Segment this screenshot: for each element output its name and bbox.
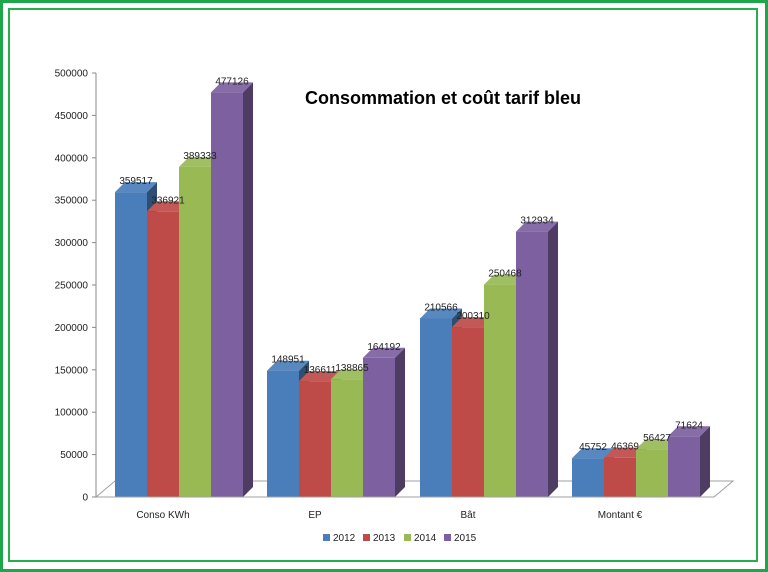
- bar-front: [516, 231, 548, 498]
- bar-side: [700, 426, 710, 497]
- bar-top: [484, 274, 526, 285]
- bar-top: [452, 317, 494, 328]
- bar-2015-1: [363, 347, 405, 497]
- data-label: 312934: [520, 216, 554, 227]
- bar-front: [267, 370, 299, 497]
- y-tick-label: 250000: [55, 281, 89, 292]
- data-label: 336921: [151, 195, 185, 206]
- bar-front: [668, 436, 700, 497]
- x-category-label: EP: [308, 510, 322, 521]
- y-tick-label: 350000: [55, 196, 89, 207]
- chart-frame-inner: [8, 8, 758, 562]
- bar-side: [395, 347, 405, 497]
- legend-label: 2015: [454, 533, 477, 544]
- bar-top: [668, 426, 710, 437]
- y-axis: 0 50000 100000 150000 200000 250000 300000 3500…: [55, 69, 97, 504]
- data-labels-group: 359517 336921 389333 477126 1489511366111388…: [119, 76, 703, 453]
- bars-group: [115, 82, 710, 498]
- y-tick-label: 150000: [55, 365, 89, 376]
- legend-swatch: [444, 534, 451, 541]
- bar-top: [211, 82, 253, 93]
- bar-side: [548, 221, 558, 498]
- legend-label: 2012: [333, 533, 356, 544]
- legend-item: 2013: [363, 533, 396, 544]
- bar-side: [243, 82, 253, 497]
- bar-front: [604, 457, 636, 497]
- data-label: 389333: [183, 151, 217, 162]
- bar-top: [363, 347, 405, 358]
- bar-front: [147, 211, 179, 497]
- bar-2015-2: [516, 221, 558, 498]
- y-tick-label: 400000: [55, 153, 89, 164]
- data-label: 56427: [643, 433, 671, 444]
- y-tick-label: 0: [82, 493, 88, 504]
- legend-swatch: [363, 534, 370, 541]
- legend-item: 2014: [404, 533, 437, 544]
- data-label: 45752: [579, 442, 607, 453]
- bar-front: [452, 327, 484, 497]
- y-tick-label: 500000: [55, 69, 89, 80]
- data-label: 477126: [215, 76, 249, 87]
- bar-top: [147, 201, 189, 212]
- bar-front: [179, 166, 211, 497]
- x-category-label: Bât: [460, 510, 475, 521]
- legend-swatch: [404, 534, 411, 541]
- x-axis: Conso KWh EP Bât Montant €: [96, 496, 714, 521]
- data-label: 46369: [611, 442, 639, 453]
- bar-front: [115, 192, 147, 497]
- bar-top: [331, 369, 373, 380]
- data-label: 210566: [424, 302, 458, 313]
- data-label: 164192: [367, 342, 401, 353]
- bar-front: [299, 381, 331, 497]
- bar-front: [484, 284, 516, 497]
- y-tick-label: 100000: [55, 408, 89, 419]
- y-tick-label: 450000: [55, 111, 89, 122]
- bar-top: [267, 360, 309, 371]
- data-label: 138865: [335, 363, 369, 374]
- bar-top: [115, 182, 157, 193]
- bar-top: [604, 447, 646, 458]
- bar-2015-0: [211, 82, 253, 497]
- data-label: 200310: [456, 311, 490, 322]
- x-category-label: Conso KWh: [136, 510, 189, 521]
- legend: 2012 2013 2014 2015: [323, 533, 477, 544]
- bar-top: [516, 221, 558, 232]
- data-label: 250468: [488, 269, 522, 280]
- data-label: 136611: [304, 365, 337, 376]
- bar-front: [572, 458, 604, 497]
- chart-title: Consommation et coût tarif bleu: [305, 88, 581, 108]
- bar-front: [331, 379, 363, 497]
- data-label: 148951: [271, 355, 305, 366]
- bar-2015-3: [668, 426, 710, 497]
- legend-swatch: [323, 534, 330, 541]
- y-tick-label: 200000: [55, 323, 89, 334]
- bar-top: [179, 156, 221, 167]
- bar-front: [636, 449, 668, 497]
- legend-item: 2015: [444, 533, 477, 544]
- x-category-label: Montant €: [598, 510, 643, 521]
- y-tick-label: 50000: [60, 450, 88, 461]
- bar-top: [572, 448, 614, 459]
- data-label: 359517: [119, 176, 153, 187]
- bar-front: [363, 357, 395, 497]
- legend-item: 2012: [323, 533, 356, 544]
- bar-top: [299, 371, 341, 382]
- data-label: 71624: [675, 420, 703, 431]
- bar-front: [420, 318, 452, 497]
- bar-front: [211, 92, 243, 497]
- bar-top: [636, 439, 678, 450]
- legend-label: 2014: [414, 533, 437, 544]
- bar-top: [420, 308, 462, 319]
- legend-label: 2013: [373, 533, 396, 544]
- y-tick-label: 300000: [55, 238, 89, 249]
